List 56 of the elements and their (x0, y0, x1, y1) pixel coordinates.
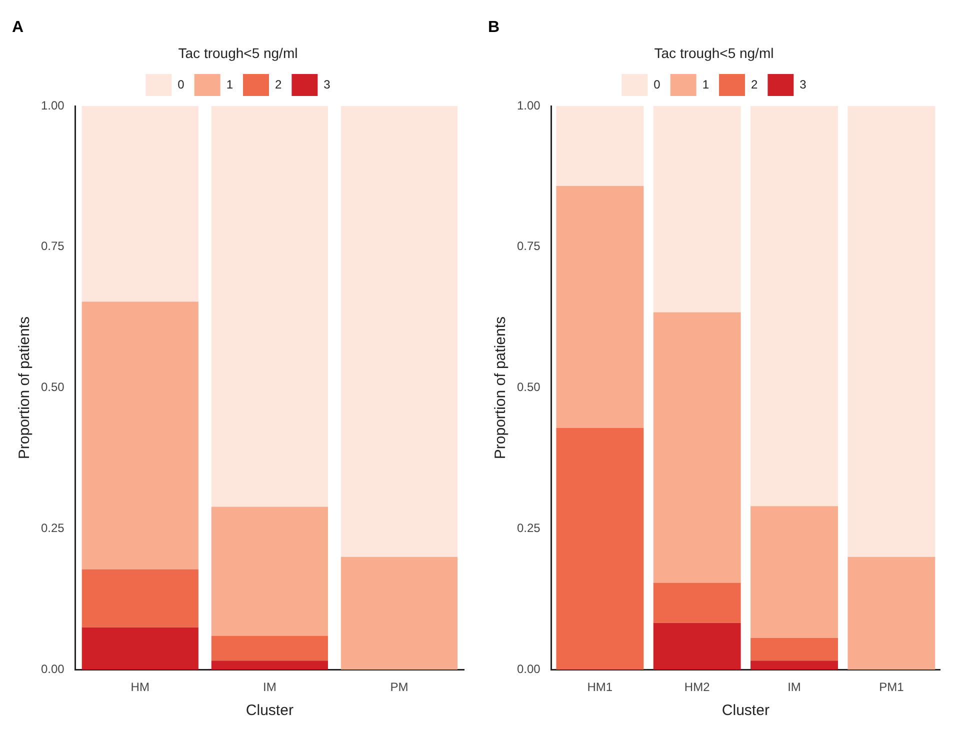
y-tick-label: 0.75 (516, 239, 541, 254)
x-tick-label: HM1 (587, 680, 613, 694)
legend-label: 1 (226, 77, 234, 92)
bar (340, 556, 458, 670)
legend-label: 2 (751, 77, 758, 92)
legend-label: 2 (275, 77, 282, 92)
bar (653, 106, 741, 312)
bar (750, 660, 838, 670)
bar (653, 312, 741, 583)
bar (82, 302, 198, 570)
bar (556, 186, 644, 428)
bar (556, 428, 644, 670)
x-tick-label: HM2 (684, 680, 710, 694)
y-tick-label: 0.25 (516, 521, 541, 536)
y-axis-title: Proportion of patients (16, 316, 34, 460)
x-tick-label: IM (263, 680, 276, 694)
y-tick-label: 1.00 (40, 98, 65, 112)
legend-label: 0 (654, 77, 661, 92)
bar (340, 106, 458, 557)
y-tick-label: 0.25 (40, 521, 65, 536)
bar (211, 506, 328, 636)
legend-title: Tac trough<5 ng/ml (178, 45, 298, 62)
y-tick-label: 1.00 (516, 98, 541, 112)
x-tick-label: PM1 (879, 680, 904, 694)
x-axis-title: Cluster (722, 702, 770, 720)
x-tick-label: HM (130, 680, 150, 694)
bar (653, 622, 741, 670)
y-axis-title: Proportion of patients (492, 316, 510, 460)
bar (82, 569, 198, 628)
bar (750, 638, 838, 661)
y-tick-label: 0.00 (40, 662, 65, 676)
legend-label: 1 (702, 77, 710, 92)
legend-label: 0 (178, 77, 185, 92)
bar (750, 506, 838, 638)
bar (211, 636, 328, 661)
y-tick-label: 0.50 (40, 380, 65, 394)
x-tick-label: IM (788, 680, 801, 694)
bar (556, 106, 644, 186)
legend-label: 3 (800, 77, 807, 92)
bar (750, 106, 838, 506)
bar (211, 660, 328, 670)
y-tick-label: 0.00 (516, 662, 541, 676)
chart-title: A (12, 19, 24, 36)
y-tick-label: 0.50 (516, 380, 541, 394)
bar (211, 106, 328, 507)
legend-title: Tac trough<5 ng/ml (654, 45, 774, 62)
x-axis-title: Cluster (246, 702, 294, 720)
legend-label: 3 (324, 77, 331, 92)
y-tick-label: 0.75 (40, 239, 65, 254)
bar (82, 106, 198, 302)
chart-title: B (488, 19, 500, 36)
bar (82, 627, 198, 670)
bar (848, 106, 936, 557)
bar (653, 582, 741, 623)
x-tick-label: PM (390, 680, 408, 694)
bar (848, 556, 936, 670)
